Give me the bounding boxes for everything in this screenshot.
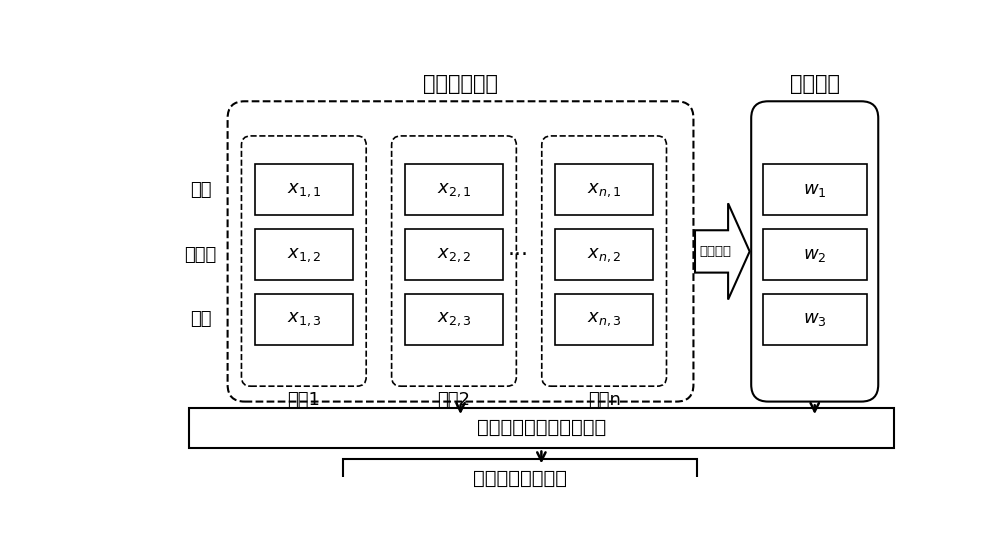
Text: 单元1: 单元1 bbox=[287, 391, 320, 409]
Text: $x_{n,2}$: $x_{n,2}$ bbox=[587, 245, 621, 264]
FancyBboxPatch shape bbox=[255, 165, 353, 215]
FancyBboxPatch shape bbox=[241, 136, 366, 386]
FancyBboxPatch shape bbox=[555, 165, 653, 215]
Text: 各承灾体暴露性综合打分: 各承灾体暴露性综合打分 bbox=[477, 418, 606, 437]
Text: 各单元暴露性打分: 各单元暴露性打分 bbox=[473, 469, 567, 488]
FancyBboxPatch shape bbox=[763, 229, 867, 280]
Text: 指标权重: 指标权重 bbox=[790, 75, 840, 94]
Text: ···: ··· bbox=[507, 244, 528, 264]
Text: $x_{n,1}$: $x_{n,1}$ bbox=[587, 181, 621, 199]
FancyBboxPatch shape bbox=[751, 101, 878, 401]
FancyBboxPatch shape bbox=[392, 136, 516, 386]
FancyBboxPatch shape bbox=[542, 136, 666, 386]
Text: $w_{2}$: $w_{2}$ bbox=[803, 245, 826, 264]
Text: 道路: 道路 bbox=[190, 310, 211, 328]
FancyBboxPatch shape bbox=[255, 294, 353, 345]
Text: $x_{n,3}$: $x_{n,3}$ bbox=[587, 310, 621, 328]
Text: $x_{1,2}$: $x_{1,2}$ bbox=[287, 245, 321, 264]
Text: $x_{1,1}$: $x_{1,1}$ bbox=[287, 181, 321, 199]
Text: 个体: 个体 bbox=[190, 181, 211, 199]
FancyBboxPatch shape bbox=[343, 459, 697, 498]
Text: $x_{1,3}$: $x_{1,3}$ bbox=[287, 310, 321, 328]
Polygon shape bbox=[695, 203, 750, 300]
FancyBboxPatch shape bbox=[189, 408, 894, 448]
FancyBboxPatch shape bbox=[255, 229, 353, 280]
Text: $w_{1}$: $w_{1}$ bbox=[803, 181, 827, 199]
Text: 暴露性指标值: 暴露性指标值 bbox=[423, 75, 498, 94]
Text: 单元2: 单元2 bbox=[437, 391, 470, 409]
FancyBboxPatch shape bbox=[405, 229, 503, 280]
Text: $x_{2,2}$: $x_{2,2}$ bbox=[437, 245, 471, 264]
Text: $w_{3}$: $w_{3}$ bbox=[803, 310, 827, 328]
Text: $x_{2,3}$: $x_{2,3}$ bbox=[437, 310, 471, 328]
Text: $x_{2,1}$: $x_{2,1}$ bbox=[437, 181, 471, 199]
FancyBboxPatch shape bbox=[555, 294, 653, 345]
Text: 建筑物: 建筑物 bbox=[185, 245, 217, 264]
FancyBboxPatch shape bbox=[405, 294, 503, 345]
FancyBboxPatch shape bbox=[763, 294, 867, 345]
FancyBboxPatch shape bbox=[405, 165, 503, 215]
Text: 随机森林: 随机森林 bbox=[699, 245, 731, 258]
Text: 单元n: 单元n bbox=[588, 391, 621, 409]
FancyBboxPatch shape bbox=[228, 101, 693, 401]
FancyBboxPatch shape bbox=[555, 229, 653, 280]
FancyBboxPatch shape bbox=[763, 165, 867, 215]
